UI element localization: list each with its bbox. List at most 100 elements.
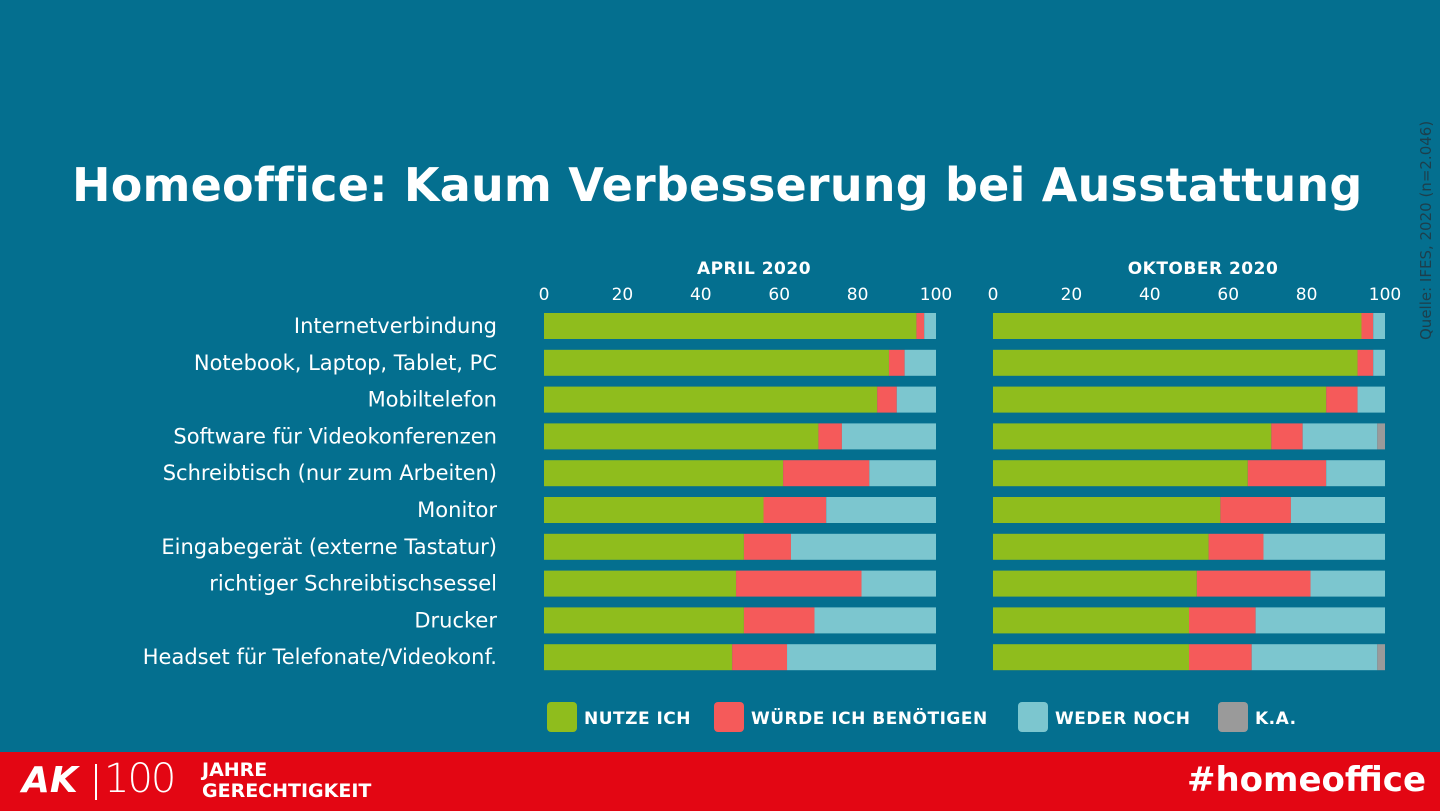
bar-segment bbox=[904, 349, 936, 376]
bar-segment bbox=[1189, 607, 1256, 634]
footer-bar: AK 100 JAHRE GERECHTIGKEIT #homeoffice bbox=[0, 752, 1440, 811]
bar-segment bbox=[924, 313, 936, 339]
bar-segment bbox=[993, 423, 1272, 450]
category-label: Mobiltelefon bbox=[368, 388, 497, 412]
bar-segment bbox=[1326, 386, 1358, 413]
legend-swatch bbox=[1218, 702, 1248, 732]
tick-label: 40 bbox=[690, 285, 712, 305]
bar-segment bbox=[993, 570, 1197, 597]
ak-logo: AK bbox=[22, 760, 78, 801]
bar-segment bbox=[993, 497, 1221, 523]
legend-label: WÜRDE ICH BENÖTIGEN bbox=[751, 707, 988, 729]
tick-label: 100 bbox=[920, 285, 952, 305]
hashtag: #homeoffice bbox=[1186, 760, 1426, 800]
bar-segment bbox=[1302, 423, 1378, 450]
bar-segment bbox=[544, 570, 737, 597]
bar-segment bbox=[1208, 533, 1264, 560]
category-label: Headset für Telefonate/Videokonf. bbox=[143, 645, 497, 669]
legend-label: K.A. bbox=[1255, 709, 1297, 729]
logo-text-line1: JAHRE bbox=[202, 759, 268, 781]
bar-segment bbox=[544, 423, 819, 450]
bar-segment bbox=[993, 607, 1189, 634]
bar-segment bbox=[736, 570, 862, 597]
category-label: Monitor bbox=[417, 498, 497, 522]
bar-segment bbox=[826, 497, 936, 523]
bar-segment bbox=[993, 313, 1362, 339]
bar-segment bbox=[993, 460, 1248, 487]
bar-segment bbox=[544, 313, 917, 339]
bar-segment bbox=[1189, 644, 1252, 671]
bar-segment bbox=[1326, 460, 1385, 487]
panel-label: OKTOBER 2020 bbox=[1128, 259, 1279, 279]
category-label: Eingabegerät (externe Tastatur) bbox=[161, 535, 497, 559]
tick-label: 0 bbox=[539, 285, 550, 305]
logo-number: 100 bbox=[104, 756, 176, 802]
bar-segment bbox=[1196, 570, 1311, 597]
bar-segment bbox=[783, 460, 870, 487]
bar-segment bbox=[743, 533, 791, 560]
tick-label: 80 bbox=[847, 285, 869, 305]
legend-swatch bbox=[547, 702, 577, 732]
bar-segment bbox=[544, 460, 784, 487]
legend-label: WEDER NOCH bbox=[1055, 709, 1190, 729]
bar-segment bbox=[841, 423, 936, 450]
category-label: richtiger Schreibtischsessel bbox=[209, 572, 497, 596]
page-title: Homeoffice: Kaum Verbesserung bei Aussta… bbox=[72, 158, 1363, 212]
bar-segment bbox=[544, 644, 733, 671]
tick-label: 0 bbox=[988, 285, 999, 305]
bar-segment bbox=[993, 533, 1209, 560]
bar-segment bbox=[1373, 349, 1385, 376]
bar-segment bbox=[1251, 644, 1378, 671]
tick-label: 40 bbox=[1139, 285, 1161, 305]
tick-label: 60 bbox=[768, 285, 790, 305]
bar-segment bbox=[787, 644, 936, 671]
bar-segment bbox=[544, 386, 878, 413]
bar-segment bbox=[1377, 423, 1385, 450]
category-label: Notebook, Laptop, Tablet, PC bbox=[194, 351, 497, 375]
bar-segment bbox=[993, 644, 1189, 671]
bar-segment bbox=[763, 497, 827, 523]
bar-segment bbox=[1373, 313, 1385, 339]
category-label: Schreibtisch (nur zum Arbeiten) bbox=[163, 461, 497, 485]
legend-label: NUTZE ICH bbox=[584, 709, 691, 729]
bar-segment bbox=[993, 386, 1327, 413]
tick-label: 60 bbox=[1217, 285, 1239, 305]
bar-segment bbox=[1361, 313, 1374, 339]
bar-segment bbox=[1220, 497, 1291, 523]
bar-segment bbox=[1290, 497, 1385, 523]
bar-segment bbox=[1263, 533, 1385, 560]
bar-segment bbox=[544, 607, 744, 634]
bar-segment bbox=[861, 570, 936, 597]
bar-segment bbox=[1247, 460, 1327, 487]
bar-segment bbox=[790, 533, 936, 560]
category-label: Drucker bbox=[414, 608, 497, 632]
legend-swatch bbox=[714, 702, 744, 732]
bar-segment bbox=[1271, 423, 1303, 450]
bar-segment bbox=[993, 349, 1358, 376]
bar-segment bbox=[916, 313, 925, 339]
logo-divider bbox=[95, 764, 97, 800]
category-label: Internetverbindung bbox=[294, 314, 497, 338]
bar-segment bbox=[1310, 570, 1385, 597]
bar-segment bbox=[869, 460, 936, 487]
bar-segment bbox=[1357, 349, 1374, 376]
legend-swatch bbox=[1018, 702, 1048, 732]
tick-label: 20 bbox=[612, 285, 634, 305]
tick-label: 80 bbox=[1296, 285, 1318, 305]
tick-label: 20 bbox=[1061, 285, 1083, 305]
panel-label: APRIL 2020 bbox=[697, 259, 811, 279]
bar-segment bbox=[1357, 386, 1385, 413]
bar-segment bbox=[544, 497, 764, 523]
logo-text-line2: GERECHTIGKEIT bbox=[202, 780, 372, 802]
bar-segment bbox=[1255, 607, 1385, 634]
bar-segment bbox=[544, 533, 744, 560]
bar-segment bbox=[877, 386, 897, 413]
bar-segment bbox=[888, 349, 905, 376]
bar-segment bbox=[818, 423, 842, 450]
bar-segment bbox=[544, 349, 889, 376]
bar-segment bbox=[814, 607, 936, 634]
bar-segment bbox=[732, 644, 788, 671]
bar-segment bbox=[1377, 644, 1385, 671]
